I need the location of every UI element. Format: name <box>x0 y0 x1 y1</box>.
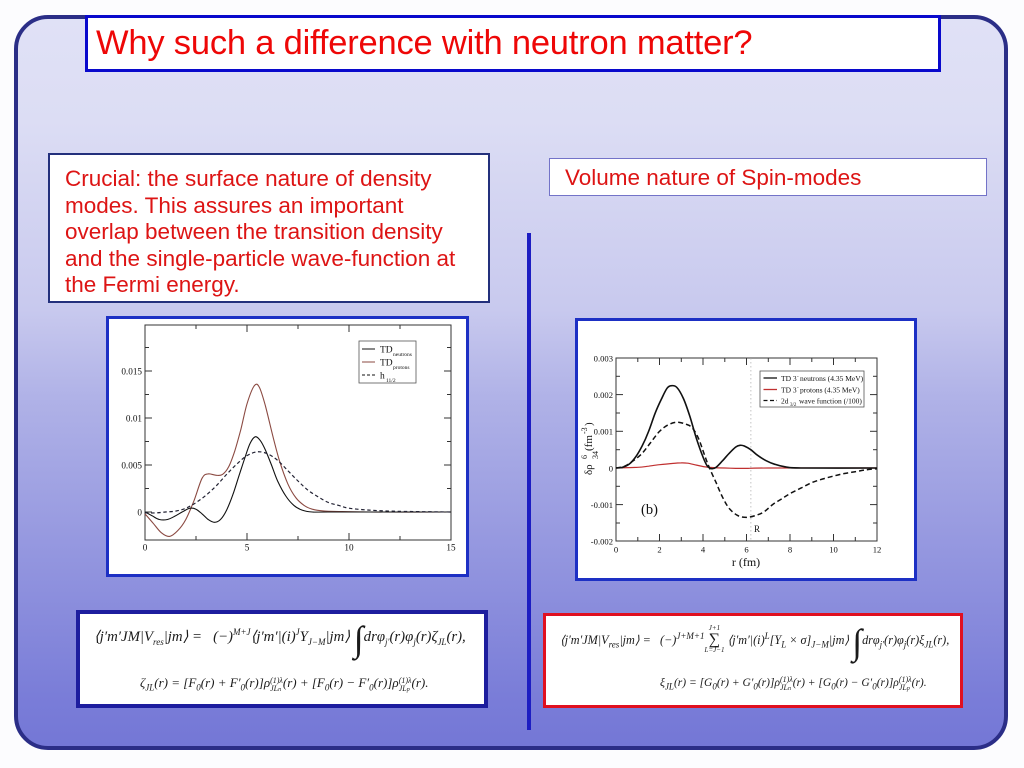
svg-text:TD 3: TD 3 <box>781 386 797 395</box>
svg-text:12: 12 <box>873 545 882 555</box>
svg-text:-: - <box>797 375 799 380</box>
svg-text:10: 10 <box>829 545 838 555</box>
svg-text:neutrons: neutrons <box>393 352 412 358</box>
svg-text:15: 15 <box>446 543 456 553</box>
svg-text:(b): (b) <box>641 502 658 518</box>
svg-text:0.002: 0.002 <box>594 390 613 400</box>
svg-text:r (fm): r (fm) <box>732 555 760 569</box>
svg-text:5: 5 <box>245 543 250 553</box>
svg-text:protons (4.35 MeV): protons (4.35 MeV) <box>800 386 860 395</box>
svg-text:neutrons (4.35 MeV): neutrons (4.35 MeV) <box>800 374 864 383</box>
svg-text:0.015: 0.015 <box>121 367 142 377</box>
svg-text:0.003: 0.003 <box>594 354 613 364</box>
svg-text:wave function (/100): wave function (/100) <box>799 397 862 406</box>
svg-text:2: 2 <box>657 545 661 555</box>
svg-text:-3: -3 <box>580 427 589 434</box>
svg-text:TD: TD <box>380 359 393 369</box>
svg-text:TD: TD <box>380 346 393 356</box>
svg-text:4: 4 <box>701 545 706 555</box>
svg-text:h: h <box>380 372 385 382</box>
svg-text:-0.002: -0.002 <box>591 536 613 546</box>
svg-text:0.005: 0.005 <box>121 461 142 471</box>
svg-text:8: 8 <box>788 545 792 555</box>
svg-text:δρ: δρ <box>583 464 595 475</box>
svg-text:protons: protons <box>393 365 410 371</box>
svg-text:R: R <box>754 524 760 534</box>
svg-text:): ) <box>583 422 595 426</box>
svg-text:6: 6 <box>744 545 749 555</box>
svg-text:10: 10 <box>344 543 354 553</box>
svg-text:0: 0 <box>614 545 618 555</box>
svg-text:2d: 2d <box>781 397 789 406</box>
svg-text:0: 0 <box>137 508 142 518</box>
svg-text:TD 3: TD 3 <box>781 374 797 383</box>
svg-text:34: 34 <box>591 451 600 459</box>
svg-text:3/2: 3/2 <box>790 403 797 408</box>
svg-text:-: - <box>797 386 799 391</box>
svg-text:0: 0 <box>609 463 613 473</box>
svg-text:(fm: (fm <box>583 435 595 451</box>
svg-text:-0.001: -0.001 <box>591 500 613 510</box>
svg-text:0.01: 0.01 <box>126 414 142 424</box>
svg-text:0.001: 0.001 <box>594 427 613 437</box>
svg-text:0: 0 <box>143 543 148 553</box>
svg-text:6: 6 <box>580 455 589 459</box>
svg-text:11/2: 11/2 <box>386 378 396 384</box>
